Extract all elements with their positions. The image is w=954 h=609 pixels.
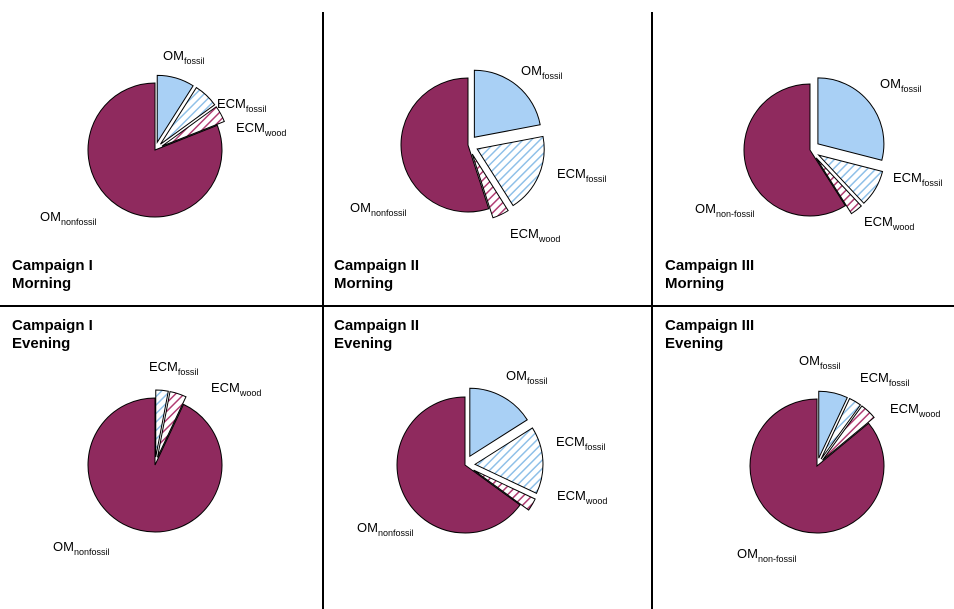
slice-label-ecm-fossil: ECMfossil xyxy=(557,166,606,184)
pie-slice-om-fossil xyxy=(469,387,528,458)
pie-slice-om-fossil xyxy=(818,390,848,459)
slice-label-ecm-wood: ECMwood xyxy=(510,226,560,244)
pie-slice-om-nonfossil xyxy=(87,397,223,533)
pie-slice-ecm-wood xyxy=(471,153,509,219)
pie-slice-ecm-wood xyxy=(822,405,875,461)
pie-slice-om-nonfossil xyxy=(87,82,223,218)
pie-slice-ecm-wood xyxy=(161,106,225,147)
pie-slice-ecm-fossil xyxy=(820,397,862,460)
slice-label-ecm-fossil: ECMfossil xyxy=(556,434,605,452)
pie-slice-ecm-wood xyxy=(473,469,536,511)
pie-slice-ecm-wood xyxy=(815,157,863,215)
pie-slice-om-nonfossil xyxy=(749,398,885,534)
panel-title-time: Morning xyxy=(334,275,393,292)
pie-slice-om-fossil xyxy=(817,77,885,161)
slice-label-om-fossil: OMfossil xyxy=(880,76,921,94)
pie-slice-ecm-fossil xyxy=(160,86,216,145)
pie-slice-om-nonfossil xyxy=(396,396,521,534)
pie-slice-ecm-fossil xyxy=(473,427,544,494)
pie-slice-om-nonfossil xyxy=(743,83,847,217)
pie-slice-om-nonfossil xyxy=(400,77,490,213)
slice-label-om-nonfossil: OMnonfossil xyxy=(40,209,96,227)
slice-label-om-fossil: OMfossil xyxy=(506,368,547,386)
panel-title-campaign: Campaign II xyxy=(334,317,419,334)
slice-label-ecm-fossil: ECMfossil xyxy=(149,359,198,377)
pie-slice-ecm-fossil xyxy=(155,389,169,458)
slice-label-om-fossil: OMfossil xyxy=(799,353,840,371)
slice-label-ecm-wood: ECMwood xyxy=(236,120,286,138)
pie-slice-om-fossil xyxy=(473,69,541,138)
slice-label-ecm-fossil: ECMfossil xyxy=(893,170,942,188)
pie-slice-ecm-fossil xyxy=(476,135,545,207)
panel-title-time: Evening xyxy=(12,335,70,352)
pie-slice-om-fossil xyxy=(156,74,194,145)
slice-label-ecm-fossil: ECMfossil xyxy=(217,96,266,114)
panel-title-time: Morning xyxy=(665,275,724,292)
slice-label-om-nonfossil: OMnonfossil xyxy=(350,200,406,218)
slice-label-ecm-wood: ECMwood xyxy=(211,380,261,398)
slice-label-om-fossil: OMfossil xyxy=(163,48,204,66)
slice-label-om-nonfossil: OMnonfossil xyxy=(53,539,109,557)
slice-label-om-fossil: OMfossil xyxy=(521,63,562,81)
pie-slice-ecm-wood xyxy=(156,390,187,458)
panel-title-campaign: Campaign III xyxy=(665,317,754,334)
slice-label-om-nonfossil: OMnon-fossil xyxy=(737,546,796,564)
slice-label-om-nonfossil: OMnon-fossil xyxy=(695,201,754,219)
slice-label-ecm-wood: ECMwood xyxy=(890,401,940,419)
panel-title-campaign: Campaign II xyxy=(334,257,419,274)
panel-title-time: Evening xyxy=(665,335,723,352)
slice-label-ecm-wood: ECMwood xyxy=(557,488,607,506)
panel-title-campaign: Campaign III xyxy=(665,257,754,274)
panel-title-time: Morning xyxy=(12,275,71,292)
panel-title-campaign: Campaign I xyxy=(12,317,93,334)
panel-title-campaign: Campaign I xyxy=(12,257,93,274)
slice-label-ecm-wood: ECMwood xyxy=(864,214,914,232)
pie-slice-ecm-fossil xyxy=(817,154,884,204)
panel-title-time: Evening xyxy=(334,335,392,352)
slice-label-om-nonfossil: OMnonfossil xyxy=(357,520,413,538)
slice-label-ecm-fossil: ECMfossil xyxy=(860,370,909,388)
